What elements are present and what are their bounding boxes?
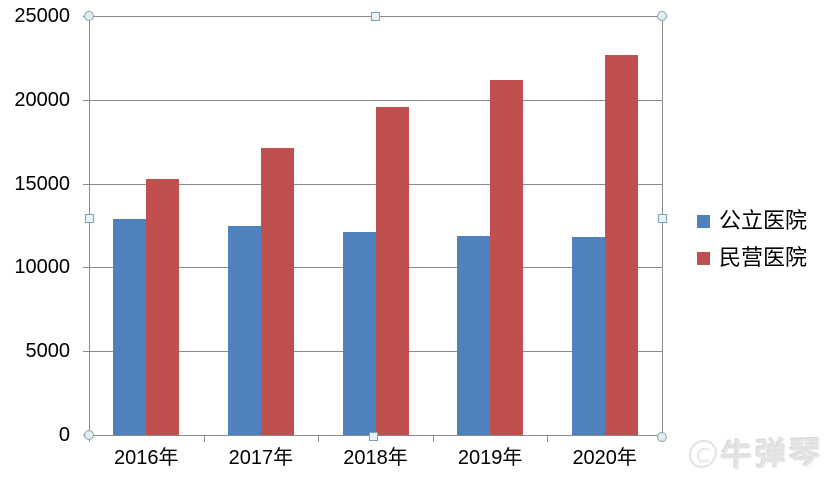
x-tick-3	[432, 436, 434, 442]
y-tick-label: 10000	[14, 256, 70, 279]
x-tick-4	[547, 436, 549, 442]
y-tick-label: 20000	[14, 88, 70, 111]
bar-series0-2020年[interactable]	[571, 237, 605, 435]
legend-item-label: 公立医院	[719, 208, 808, 233]
legend-swatch-icon	[697, 214, 710, 228]
gridline-20000	[89, 99, 662, 101]
x-category-label: 2020年	[572, 447, 637, 469]
y-tick-label: 5000	[25, 340, 71, 363]
y-tick-label: 25000	[14, 5, 70, 27]
bar-series1-2016年[interactable]	[146, 178, 180, 435]
bar-series1-2019年[interactable]	[490, 79, 524, 435]
bar-series0-2018年[interactable]	[342, 232, 376, 435]
selection-handle-ne[interactable]	[657, 11, 667, 21]
y-tick-20000	[83, 99, 89, 101]
bar-series0-2016年[interactable]	[113, 218, 147, 435]
selection-handle-n[interactable]	[371, 11, 380, 21]
watermark-text: 牛弹琴	[719, 434, 824, 474]
watermark-logo-icon	[688, 438, 718, 468]
x-category-label: 2017年	[228, 447, 294, 469]
y-tick-label: 0	[58, 424, 70, 446]
selection-handle-sw[interactable]	[84, 430, 94, 440]
bar-series0-2017年[interactable]	[227, 225, 261, 435]
y-tick-15000	[83, 183, 89, 185]
selection-handle-s[interactable]	[369, 431, 378, 441]
selection-handle-nw[interactable]	[84, 11, 94, 21]
legend-item-0[interactable]: 公立医院	[697, 209, 807, 233]
legend-item-label: 民营医院	[719, 245, 808, 270]
selection-handle-e[interactable]	[657, 214, 667, 223]
bar-series1-2017年[interactable]	[260, 148, 294, 435]
x-tick-2	[318, 436, 320, 442]
y-tick-10000	[83, 267, 89, 269]
selection-handle-w[interactable]	[84, 214, 94, 223]
legend-item-1[interactable]: 民营医院	[697, 246, 807, 270]
x-category-label: 2016年	[114, 447, 179, 469]
y-tick-5000	[83, 351, 89, 353]
legend-swatch-icon	[697, 251, 710, 265]
x-category-label: 2018年	[343, 447, 408, 469]
watermark: 牛弹琴	[688, 427, 825, 477]
selection-handle-se[interactable]	[657, 432, 667, 442]
x-category-label: 2019年	[457, 447, 523, 469]
x-tick-1	[203, 436, 205, 442]
y-tick-label: 15000	[14, 172, 70, 195]
bar-series1-2018年[interactable]	[375, 106, 409, 435]
bar-series0-2019年[interactable]	[457, 235, 491, 435]
bar-series1-2020年[interactable]	[604, 54, 638, 435]
